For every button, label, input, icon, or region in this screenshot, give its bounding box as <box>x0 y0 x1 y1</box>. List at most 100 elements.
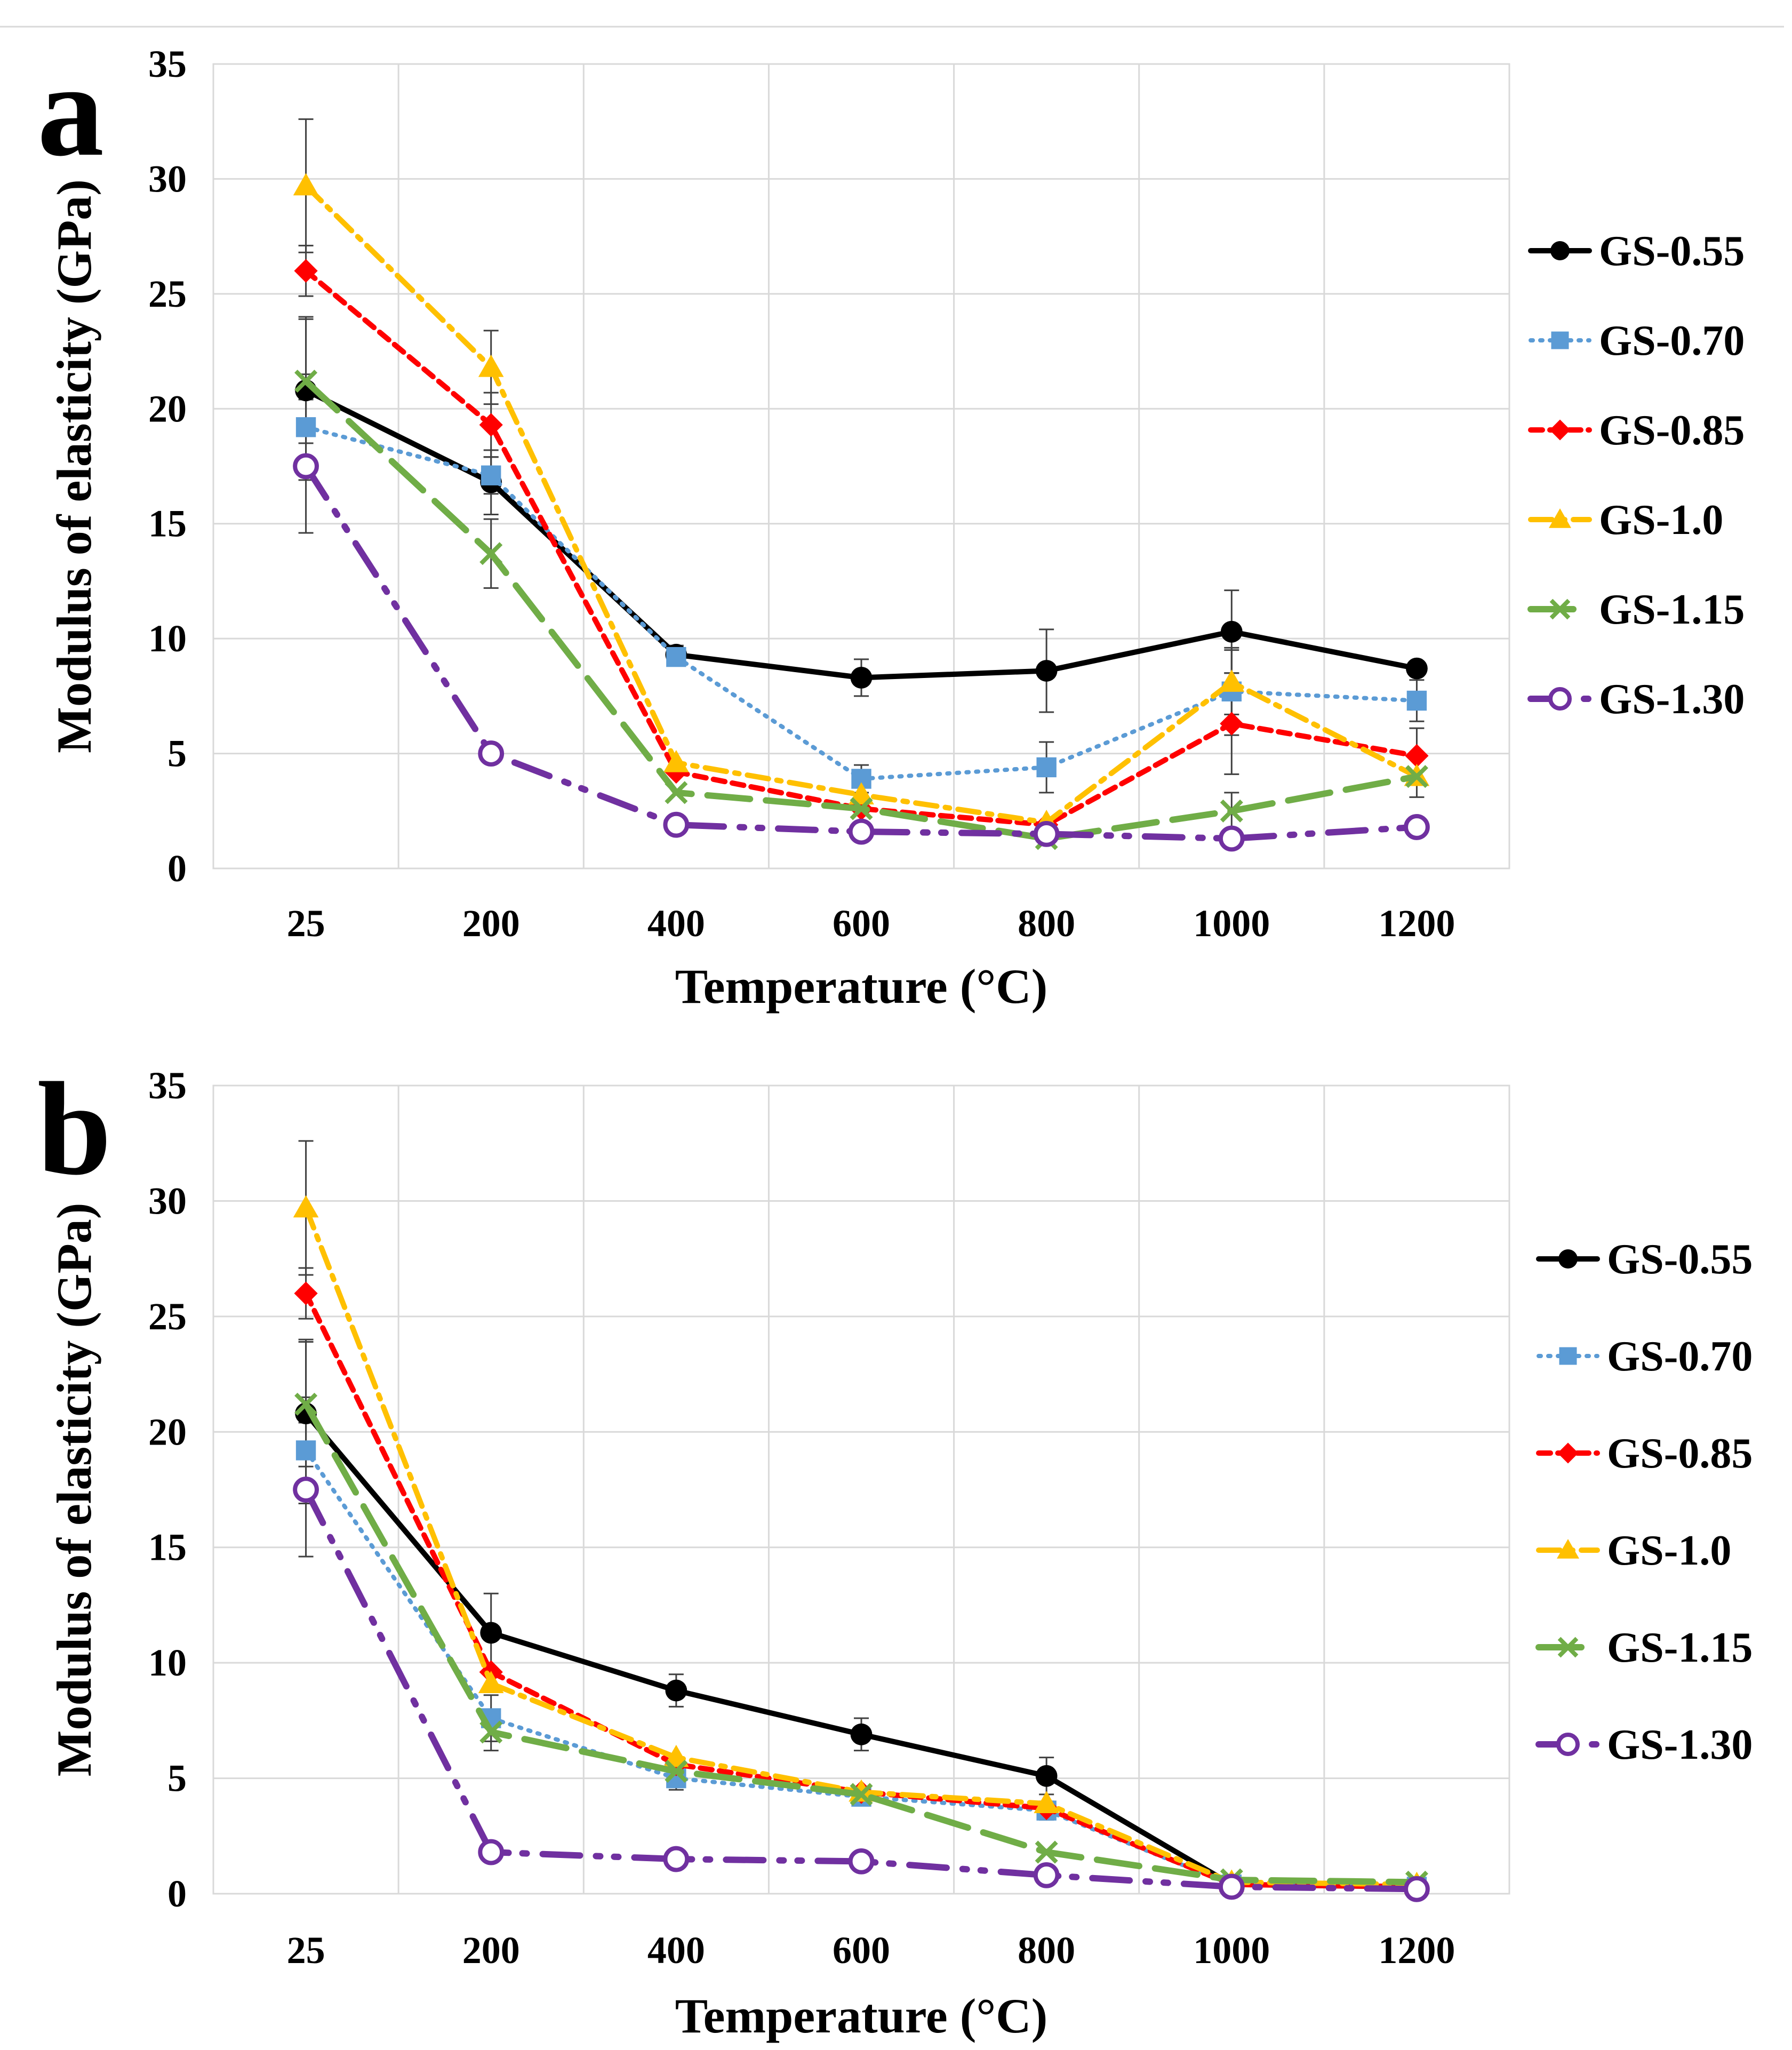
data-point <box>1035 1840 1058 1864</box>
x-tick-label: 600 <box>833 1929 890 1972</box>
data-point <box>1033 820 1060 847</box>
y-tick-label: 20 <box>148 387 187 430</box>
legend-label: GS-1.30 <box>1599 676 1745 723</box>
data-point <box>294 259 318 283</box>
data-point <box>1218 825 1245 852</box>
data-point <box>1404 814 1430 840</box>
series-gs-0-55 <box>295 379 1428 689</box>
data-point <box>850 797 873 820</box>
y-tick-label: 35 <box>148 43 187 85</box>
legend-label: GS-0.70 <box>1599 317 1745 364</box>
data-point <box>293 453 319 480</box>
data-point <box>479 413 503 437</box>
legend-label: GS-0.70 <box>1607 1333 1753 1380</box>
legend-swatch-marker <box>1557 1539 1579 1559</box>
legend-label: GS-1.0 <box>1599 497 1723 544</box>
legend-label: GS-0.85 <box>1607 1430 1753 1477</box>
data-point <box>478 1839 505 1865</box>
plot-frame <box>212 63 1510 870</box>
x-tick-label: 200 <box>462 902 520 945</box>
data-point <box>1405 744 1429 768</box>
y-tick-label: 5 <box>167 1757 187 1800</box>
data-point <box>1220 620 1243 643</box>
legend-item: GS-1.15 <box>1527 586 1745 633</box>
data-point <box>663 811 690 838</box>
series-gs-0-70 <box>295 417 1427 789</box>
legend-label: GS-1.30 <box>1607 1721 1753 1768</box>
legend-item: GS-0.85 <box>1528 407 1745 454</box>
legend-item: GS-1.30 <box>1535 1721 1753 1768</box>
data-point <box>666 647 686 667</box>
legend-swatch-marker <box>1549 419 1571 441</box>
data-point <box>848 818 875 845</box>
data-point <box>665 1760 688 1783</box>
data-point <box>663 750 689 772</box>
data-point <box>478 740 505 767</box>
data-point <box>1218 1873 1245 1900</box>
legend-item: GS-1.0 <box>1536 1527 1731 1574</box>
data-point <box>1033 1862 1060 1888</box>
data-point <box>478 354 504 377</box>
x-tick-label: 800 <box>1018 902 1075 945</box>
x-tick-label: 400 <box>647 1929 705 1972</box>
series-gs-1-15 <box>294 1392 1428 1894</box>
data-point <box>293 1195 319 1218</box>
data-point <box>1035 1765 1058 1787</box>
series-gs-0-55 <box>295 1402 1428 1898</box>
y-tick-label: 0 <box>167 1872 187 1915</box>
legend-item: GS-1.15 <box>1535 1624 1753 1671</box>
y-axis-title: Modulus of elasticity (GPa) <box>47 179 101 753</box>
x-tick-label: 25 <box>287 902 325 945</box>
panel-letter: b <box>37 1055 111 1203</box>
legend-label: GS-0.55 <box>1607 1236 1753 1283</box>
legend-item: GS-0.70 <box>1537 1333 1753 1380</box>
data-point <box>295 417 316 437</box>
legend-swatch-marker <box>1551 331 1569 349</box>
legend-swatch-marker <box>1550 241 1570 260</box>
series-line <box>303 268 1420 828</box>
y-tick-label: 20 <box>148 1410 187 1453</box>
legend-swatch-marker <box>1549 508 1571 528</box>
series-gs-1-0 <box>293 173 1430 832</box>
legend: GS-0.55 GS-0.70 GS-0.85 GS-1.0 GS-1.15 GS-1.3… <box>1527 228 1745 723</box>
legend-item: GS-0.70 <box>1529 317 1745 364</box>
data-point <box>1220 799 1243 823</box>
series-gs-1-15 <box>294 370 1428 850</box>
series-line <box>303 387 1420 681</box>
x-axis-title: Temperature (°C) <box>675 1989 1048 2043</box>
legend-swatch-marker <box>1559 1347 1577 1365</box>
legend-swatch-marker <box>1549 599 1571 620</box>
legend-swatch-marker <box>1558 1249 1578 1269</box>
data-point <box>848 1848 875 1874</box>
series-gs-1-30 <box>293 453 1430 852</box>
data-point <box>1405 765 1428 788</box>
y-tick-label: 5 <box>167 732 187 775</box>
y-axis-title: Modulus of elasticity (GPa) <box>47 1203 101 1777</box>
x-tick-label: 600 <box>833 902 890 945</box>
data-point <box>1404 1876 1430 1902</box>
x-tick-label: 200 <box>462 1929 520 1972</box>
data-point <box>294 1392 318 1416</box>
y-tick-label: 15 <box>148 502 187 545</box>
series-gs-0-70 <box>295 1440 1427 1897</box>
data-point <box>1220 712 1244 736</box>
data-point <box>480 1622 502 1644</box>
data-point <box>294 1281 318 1305</box>
x-tick-label: 1000 <box>1193 1929 1270 1972</box>
data-point <box>663 1846 690 1872</box>
legend-label: GS-1.0 <box>1607 1527 1731 1574</box>
x-tick-label: 1000 <box>1193 902 1270 945</box>
legend: GS-0.55 GS-0.70 GS-0.85 GS-1.0 GS-1.15 GS-1.3… <box>1535 1236 1753 1768</box>
y-tick-label: 15 <box>148 1526 187 1569</box>
data-point <box>1219 669 1245 692</box>
y-tick-label: 30 <box>148 157 187 200</box>
y-tick-label: 30 <box>148 1179 187 1222</box>
y-tick-label: 0 <box>167 847 187 890</box>
series-gs-0-85 <box>294 259 1429 837</box>
legend-label: GS-1.15 <box>1607 1624 1753 1671</box>
legend-label: GS-0.85 <box>1599 407 1745 454</box>
data-point <box>850 666 873 689</box>
legend-label: GS-1.15 <box>1599 586 1745 633</box>
x-tick-label: 1200 <box>1378 1929 1455 1972</box>
